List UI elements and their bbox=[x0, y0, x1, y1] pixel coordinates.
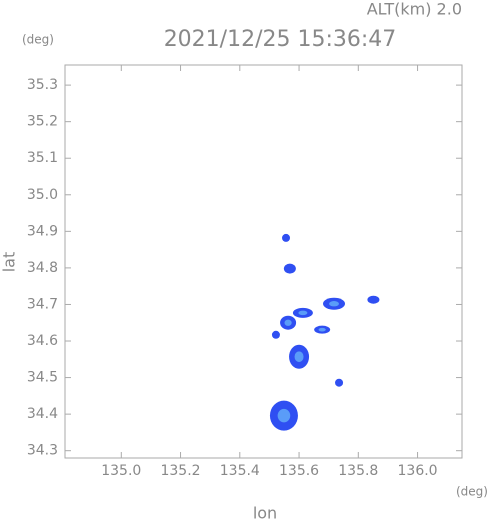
x-tick-label: 135.2 bbox=[160, 463, 200, 479]
x-tick-label: 135.4 bbox=[220, 463, 260, 479]
y-tick-label: 34.8 bbox=[27, 260, 58, 276]
x-tick-label: 136.0 bbox=[398, 463, 438, 479]
echo-core bbox=[318, 327, 326, 332]
echo-core bbox=[329, 301, 339, 307]
chart-title: 2021/12/25 15:36:47 bbox=[164, 27, 397, 52]
y-tick-label: 35.2 bbox=[27, 114, 58, 130]
echo-core bbox=[298, 310, 308, 316]
x-tick-label: 135.6 bbox=[279, 463, 319, 479]
y-axis-label: lat bbox=[0, 252, 19, 273]
echo bbox=[271, 330, 280, 339]
x-tick-label: 135.8 bbox=[338, 463, 378, 479]
echo-core bbox=[294, 351, 304, 363]
echo bbox=[283, 263, 296, 274]
altitude: ALT(km) 2.0 bbox=[367, 0, 462, 19]
x-unit: (deg) bbox=[456, 485, 488, 499]
y-tick-label: 34.3 bbox=[27, 443, 58, 459]
y-tick-label: 34.5 bbox=[27, 370, 58, 386]
y-tick-label: 35.1 bbox=[27, 150, 58, 166]
x-tick-label: 135.0 bbox=[101, 463, 141, 479]
y-tick-label: 35.3 bbox=[27, 77, 58, 93]
y-unit: (deg) bbox=[22, 33, 54, 47]
y-tick-label: 34.9 bbox=[27, 223, 58, 239]
echo bbox=[335, 378, 344, 387]
y-tick-label: 34.4 bbox=[27, 406, 58, 422]
y-tick-label: 34.7 bbox=[27, 296, 58, 312]
echo bbox=[282, 233, 291, 242]
echo bbox=[367, 295, 380, 304]
echo-core bbox=[277, 408, 291, 423]
y-tick-label: 35.0 bbox=[27, 187, 58, 203]
echo-core bbox=[284, 319, 292, 326]
y-tick-label: 34.6 bbox=[27, 333, 58, 349]
plot-frame bbox=[64, 64, 463, 459]
x-axis-label: lon bbox=[253, 504, 277, 522]
